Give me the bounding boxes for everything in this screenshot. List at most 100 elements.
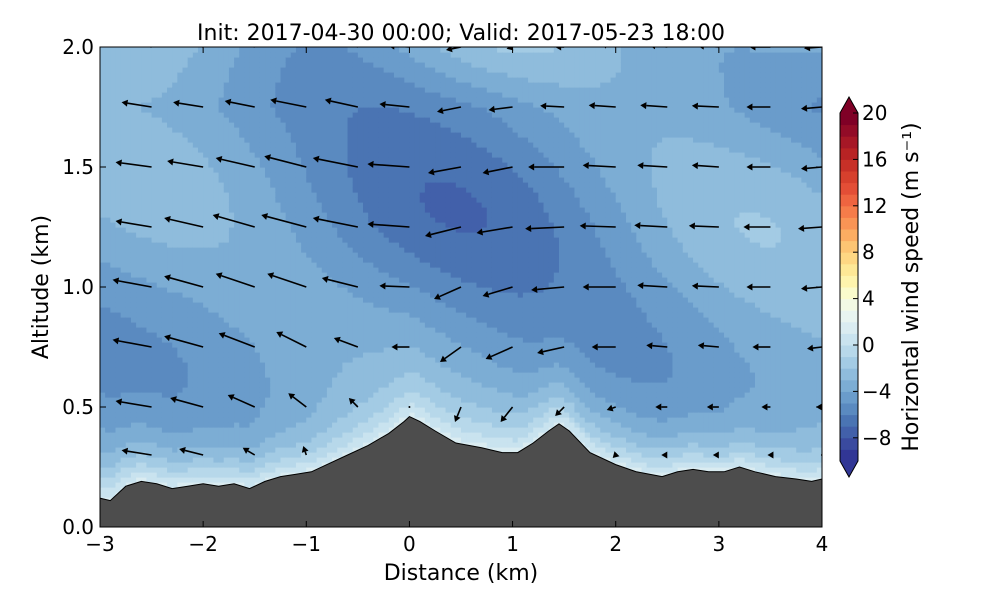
contour-cell: [348, 147, 354, 153]
contour-cell: [183, 302, 189, 308]
contour-cell: [239, 202, 245, 208]
contour-cell: [115, 127, 121, 133]
contour-cell: [157, 192, 163, 198]
contour-cell: [152, 457, 158, 463]
contour-cell: [317, 202, 323, 208]
contour-cell: [183, 377, 189, 383]
contour-cell: [244, 372, 250, 378]
contour-cell: [172, 302, 178, 308]
contour-cell: [348, 122, 354, 128]
contour-cell: [286, 137, 292, 143]
contour-cell: [183, 207, 189, 213]
contour-cell: [136, 372, 142, 378]
contour-cell: [188, 217, 194, 223]
contour-cell: [250, 67, 256, 73]
contour-cell: [146, 202, 152, 208]
contour-cell: [317, 402, 323, 408]
contour-cell: [157, 172, 163, 178]
contour-cell: [224, 402, 230, 408]
contour-cell: [270, 227, 276, 233]
contour-cell: [260, 77, 266, 83]
contour-cell: [327, 207, 333, 213]
contour-cell: [291, 327, 297, 333]
contour-cell: [260, 467, 266, 473]
contour-cell: [152, 252, 158, 258]
contour-cell: [342, 82, 348, 88]
contour-cell: [317, 337, 323, 343]
contour-cell: [136, 397, 142, 403]
contour-cell: [110, 447, 116, 453]
contour-cell: [275, 57, 281, 63]
contour-cell: [342, 182, 348, 188]
contour-cell: [157, 307, 163, 313]
contour-cell: [337, 407, 343, 413]
contour-cell: [311, 447, 317, 453]
contour-cell: [172, 407, 178, 413]
contour-cell: [162, 182, 168, 188]
contour-cell: [255, 77, 261, 83]
contour-cell: [121, 287, 127, 293]
contour-cell: [126, 297, 132, 303]
contour-cell: [229, 317, 235, 323]
contour-cell: [322, 222, 328, 228]
contour-cell: [177, 437, 183, 443]
contour-cell: [265, 57, 271, 63]
contour-cell: [121, 77, 127, 83]
contour-cell: [306, 442, 312, 448]
contour-cell: [260, 187, 266, 193]
contour-cell: [224, 187, 230, 193]
contour-cell: [255, 427, 261, 433]
contour-cell: [126, 137, 132, 143]
contour-cell: [358, 142, 364, 148]
contour-cell: [322, 132, 328, 138]
contour-cell: [363, 337, 369, 343]
contour-cell: [131, 362, 137, 368]
contour-cell: [193, 307, 199, 313]
contour-cell: [110, 102, 116, 108]
contour-cell: [250, 377, 256, 383]
contour-cell: [270, 357, 276, 363]
contour-cell: [229, 142, 235, 148]
contour-cell: [311, 147, 317, 153]
contour-cell: [244, 307, 250, 313]
contour-cell: [146, 477, 152, 483]
contour-cell: [110, 182, 116, 188]
contour-cell: [100, 487, 106, 493]
contour-cell: [224, 92, 230, 98]
contour-cell: [162, 257, 168, 263]
contour-cell: [115, 117, 121, 123]
contour-cell: [193, 252, 199, 258]
contour-cell: [152, 442, 158, 448]
contour-cell: [146, 117, 152, 123]
contour-cell: [152, 447, 158, 453]
contour-cell: [255, 132, 261, 138]
contour-cell: [188, 422, 194, 428]
contour-cell: [172, 87, 178, 93]
contour-cell: [250, 397, 256, 403]
contour-cell: [270, 232, 276, 238]
contour-cell: [239, 107, 245, 113]
contour-cell: [317, 87, 323, 93]
contour-cell: [100, 492, 106, 498]
contour-cell: [224, 222, 230, 228]
contour-cell: [183, 112, 189, 118]
contour-cell: [177, 67, 183, 73]
contour-cell: [337, 127, 343, 133]
contour-cell: [105, 377, 111, 383]
contour-cell: [229, 292, 235, 298]
contour-cell: [250, 362, 256, 368]
contour-cell: [260, 227, 266, 233]
contour-cell: [219, 47, 225, 53]
contour-cell: [167, 472, 173, 478]
contour-cell: [157, 117, 163, 123]
contour-cell: [250, 187, 256, 193]
contour-cell: [208, 127, 214, 133]
contour-cell: [208, 97, 214, 103]
contour-cell: [183, 147, 189, 153]
contour-cell: [224, 287, 230, 293]
contour-cell: [136, 422, 142, 428]
contour-cell: [332, 352, 338, 358]
contour-cell: [306, 452, 312, 458]
contour-cell: [311, 92, 317, 98]
contour-cell: [188, 247, 194, 253]
